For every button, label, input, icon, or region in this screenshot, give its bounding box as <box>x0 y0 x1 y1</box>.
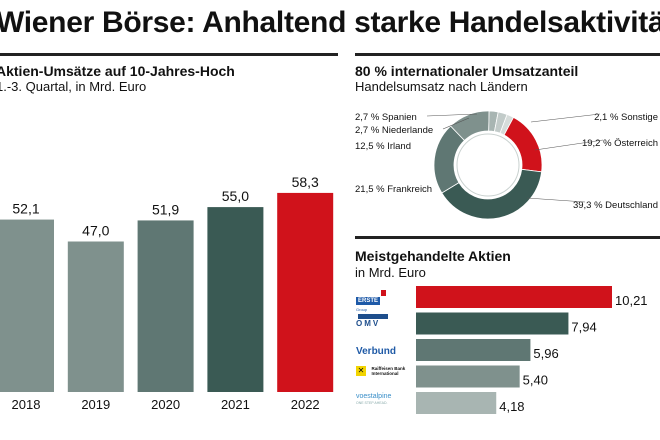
stocks-title: Meistgehandelte Aktien <box>355 248 511 264</box>
year-tick-label: 2021 <box>221 397 250 412</box>
stock-value-label: 5,96 <box>533 346 558 361</box>
year-tick-label: 2018 <box>12 397 41 412</box>
right-divider-bottom <box>355 236 660 239</box>
page-title: Wiener Börse: Anhaltend starke Handelsak… <box>0 6 660 39</box>
year-tick-label: 2019 <box>81 397 110 412</box>
stock-bar <box>416 392 497 414</box>
donut-slice <box>493 111 508 134</box>
donut-slice-label: 2,1 % Sonstige <box>594 112 658 123</box>
donut-slice-label: 2,7 % Niederlande <box>355 125 433 136</box>
stock-value-label: 5,40 <box>523 373 548 388</box>
year-bar <box>137 220 194 392</box>
donut-slice-label: 19,2 % Österreich <box>582 138 658 149</box>
yearly-turnover-chart: 52,1 2018 47,0 2019 51,9 2020 55,0 2021 58,3 2022 <box>0 174 334 412</box>
year-tick-label: 2020 <box>151 397 180 412</box>
bar-value-label: 51,9 <box>152 201 179 217</box>
stocks-subtitle: in Mrd. Euro <box>355 265 426 280</box>
raiffeisen-logo: ✕ Raiffeisen Bank International <box>356 366 406 376</box>
donut-subtitle: Handelsumsatz nach Ländern <box>355 79 528 94</box>
donut-slice-label: 12,5 % Irland <box>355 141 411 152</box>
donut-leader-line <box>530 113 601 123</box>
donut-slice-label: 2,7 % Spanien <box>355 112 417 123</box>
bar-value-label: 47,0 <box>82 223 109 239</box>
voestalpine-logo: voestalpine ONE STEP AHEAD. <box>356 393 392 405</box>
donut-leader-line <box>442 117 470 130</box>
erste-logo: ERSTE Group <box>356 289 412 312</box>
verbund-logo: Verbund <box>356 346 397 357</box>
bar-value-label: 52,1 <box>12 201 39 217</box>
bar-value-label: 55,0 <box>222 188 249 204</box>
bar-chart-title: Aktien-Umsätze auf 10-Jahres-Hoch <box>0 63 235 79</box>
year-tick-label: 2022 <box>291 397 320 412</box>
top-stocks-chart: 10,21 7,94 5,96 5,40 4,18 <box>416 286 648 414</box>
donut-leader-line <box>426 113 478 117</box>
right-divider-top <box>355 53 660 56</box>
donut-leader-line <box>534 139 604 151</box>
donut-slice-label: 21,5 % Frankreich <box>355 184 432 195</box>
stock-value-label: 4,18 <box>499 399 524 414</box>
year-bar <box>207 207 264 392</box>
left-divider <box>0 53 338 56</box>
year-bar <box>277 192 334 392</box>
donut-hole <box>456 133 520 197</box>
country-share-donut: 2,1 % Sonstige 19,2 % Österreich 39,3 % De… <box>355 110 658 220</box>
stock-value-label: 10,21 <box>615 293 648 308</box>
donut-leader-line <box>526 197 586 203</box>
bar-chart-subtitle: 1.-3. Quartal, in Mrd. Euro <box>0 79 147 94</box>
stock-bar <box>416 286 612 308</box>
bar-value-label: 58,3 <box>292 174 319 190</box>
year-bar <box>67 241 124 392</box>
stock-bar <box>416 339 531 361</box>
stock-bar <box>416 312 569 335</box>
year-bar <box>0 219 54 392</box>
omv-logo: OMV <box>356 314 412 332</box>
donut-slice-label: 39,3 % Deutschland <box>573 200 658 211</box>
stock-value-label: 7,94 <box>571 320 596 335</box>
stock-bar <box>416 365 520 388</box>
donut-title: 80 % internationaler Umsatzanteil <box>355 63 579 79</box>
